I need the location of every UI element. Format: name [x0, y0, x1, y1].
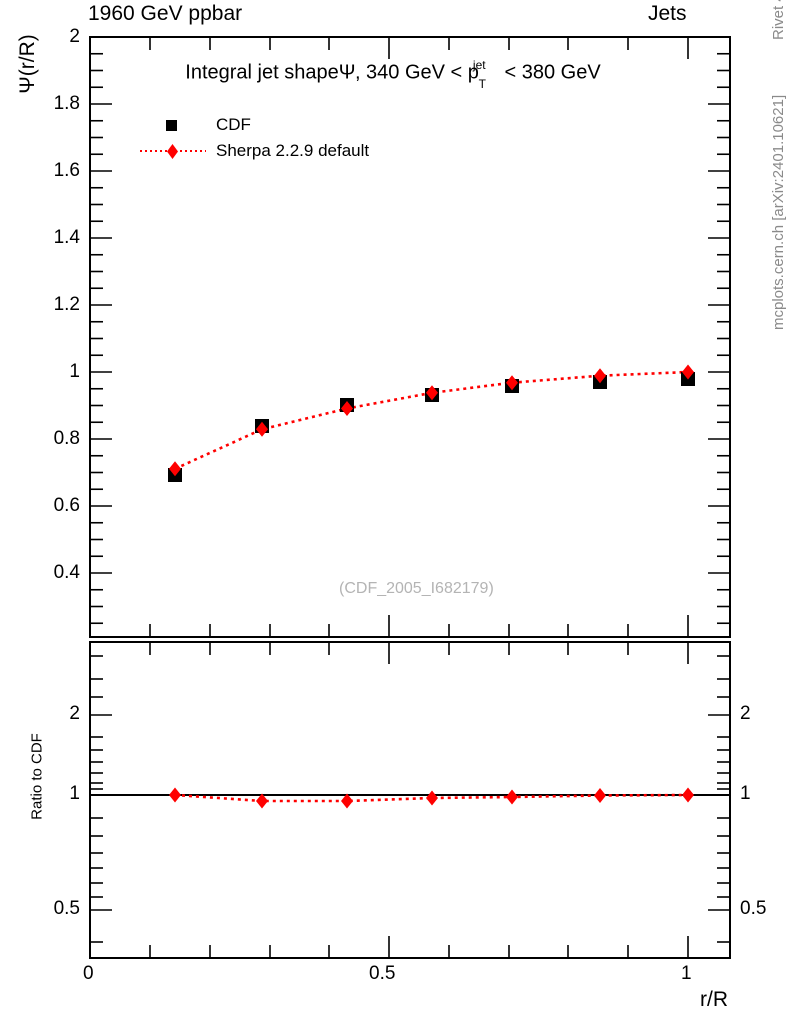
diamond-marker-icon: [166, 144, 179, 159]
y-tick-0.8: 0.8: [53, 428, 80, 449]
legend-label-sherpa: Sherpa 2.2.9 default: [216, 141, 370, 160]
analysis-id-watermark: (CDF_2005_I682179): [339, 580, 494, 597]
main-y-axis-ticks-left: [90, 36, 112, 625]
main-x-axis-ticks-bottom: [89, 615, 689, 637]
ratio-y-tick-0.5-left: 0.5: [53, 898, 80, 919]
beam-energy-label: 1960 GeV ppbar: [88, 2, 243, 25]
square-marker-icon: [166, 120, 177, 131]
ratio-x-axis-ticks-bottom: [89, 936, 689, 958]
title-psi-symbol: Ψ: [338, 61, 356, 84]
y-tick-1.2: 1.2: [53, 294, 80, 315]
main-y-axis-ticks-right: [708, 36, 730, 625]
ratio-x-axis-ticks-top: [89, 642, 689, 664]
y-tick-0.4: 0.4: [53, 562, 80, 583]
y-tick-1.6: 1.6: [53, 160, 80, 181]
main-plot-panel: [89, 36, 731, 638]
sherpa-data-points-main: [169, 364, 694, 477]
x-tick-0.5: 0.5: [369, 963, 396, 984]
title-middle: , 340 GeV < p: [354, 61, 479, 84]
legend-label-cdf: CDF: [216, 115, 251, 134]
legend-item-sherpa[interactable]: Sherpa 2.2.9 default: [140, 138, 369, 164]
y-tick-1.0: 1: [69, 361, 80, 382]
title-prefix: Integral jet shape: [185, 61, 339, 84]
ratio-y-axis-ticks-left: [90, 655, 112, 943]
x-tick-1: 1: [681, 963, 692, 984]
title-suffix: < 380 GeV: [498, 61, 601, 84]
y-tick-1.8: 1.8: [53, 93, 80, 114]
legend-key-cdf: [140, 114, 206, 136]
ratio-y-tick-1-right: 1: [740, 783, 751, 804]
ratio-y-tick-0.5-right: 0.5: [740, 898, 767, 919]
main-axis-frame: [89, 36, 731, 638]
ratio-y-tick-2-right: 2: [740, 703, 751, 724]
title-subscript: T: [478, 76, 486, 91]
ratio-y-tick-1-left: 1: [69, 783, 80, 804]
legend-item-cdf[interactable]: CDF: [140, 112, 369, 138]
title-superscript: jet: [472, 58, 486, 72]
y-tick-1.4: 1.4: [53, 227, 80, 248]
x-axis-title: r/R: [700, 988, 728, 1011]
ratio-axis-frame: [89, 641, 731, 959]
ratio-y-axis-ticks-right: [708, 655, 730, 943]
sherpa-ratio-points: [169, 787, 694, 809]
analysis-category-label: Jets: [648, 2, 687, 25]
y-tick-0.6: 0.6: [53, 495, 80, 516]
y-tick-2.0: 2: [69, 26, 80, 47]
ratio-plot-panel: [89, 641, 731, 959]
legend-key-sherpa: [140, 140, 206, 162]
main-x-axis-ticks-top: [89, 37, 689, 59]
plot-title: Integral jet shapeΨ, 340 GeV < pjet T < 3…: [185, 58, 601, 91]
legend: CDF Sherpa 2.2.9 default: [140, 112, 369, 164]
ratio-y-tick-2-left: 2: [69, 703, 80, 724]
x-tick-0: 0: [83, 963, 94, 984]
